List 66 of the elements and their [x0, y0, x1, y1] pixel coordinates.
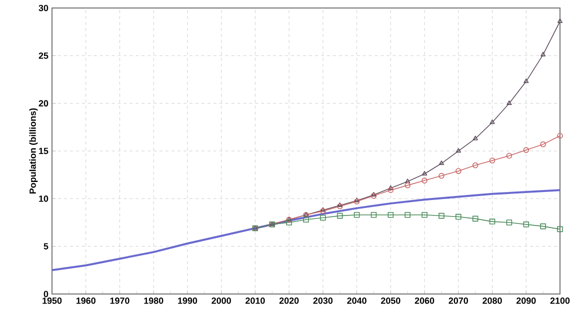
x-tick-label: 1970 [110, 298, 130, 304]
point [523, 147, 530, 153]
point [506, 100, 512, 105]
point [422, 178, 428, 184]
point [354, 212, 360, 218]
x-tick-label: 2010 [246, 298, 265, 304]
x-tick-label: 2050 [381, 298, 400, 304]
point [506, 220, 512, 226]
point [438, 172, 444, 179]
point [388, 187, 394, 193]
point [320, 214, 326, 221]
x-tick-label: 2020 [279, 298, 299, 304]
y-tick-label: 0 [44, 290, 48, 298]
point [336, 203, 343, 210]
point [388, 185, 394, 190]
x-tick-label: 2060 [414, 298, 434, 304]
point [303, 216, 309, 223]
point [404, 212, 410, 218]
point [336, 212, 343, 219]
point [489, 158, 496, 164]
point [472, 136, 478, 140]
x-tick-label: 2030 [313, 298, 333, 304]
point [489, 218, 496, 224]
point [557, 226, 563, 232]
point [523, 222, 530, 228]
y-axis-title: Population (billions) [29, 108, 38, 194]
x-tick-label: 2070 [448, 298, 468, 304]
line-series [52, 189, 560, 272]
point [286, 220, 292, 226]
point [405, 178, 410, 184]
point [472, 216, 478, 222]
x-tick-label: 2100 [550, 298, 570, 304]
point [388, 212, 394, 218]
point [540, 141, 546, 148]
point [422, 170, 428, 176]
x-tick-label: 2080 [482, 298, 502, 304]
point [371, 192, 376, 196]
x-tick-label: 2040 [347, 298, 366, 304]
point [490, 120, 495, 124]
point [472, 162, 478, 168]
point [506, 152, 512, 159]
point [540, 52, 546, 56]
point [337, 202, 342, 207]
point [370, 212, 377, 218]
y-tick-label: 5 [44, 243, 48, 250]
point [422, 212, 428, 218]
point [438, 160, 444, 166]
y-tick-label: 20 [38, 100, 48, 107]
point [456, 168, 462, 174]
point [540, 223, 546, 230]
point [438, 212, 444, 219]
x-tick-label: 1950 [42, 298, 62, 304]
point [370, 192, 377, 199]
x-tick-label: 2000 [212, 298, 231, 304]
point [456, 214, 462, 220]
y-tick-label: 25 [38, 52, 48, 59]
y-tick-label: 10 [39, 195, 48, 202]
point [524, 78, 529, 84]
y-tick-label: 30 [38, 4, 48, 12]
x-tick-label: 1990 [178, 298, 198, 304]
x-tick-label: 2090 [516, 298, 536, 304]
point [404, 182, 410, 188]
point [456, 148, 461, 153]
x-tick-label: 1960 [76, 298, 96, 304]
x-tick-label: 1980 [144, 298, 164, 304]
y-tick-label: 15 [39, 148, 48, 154]
